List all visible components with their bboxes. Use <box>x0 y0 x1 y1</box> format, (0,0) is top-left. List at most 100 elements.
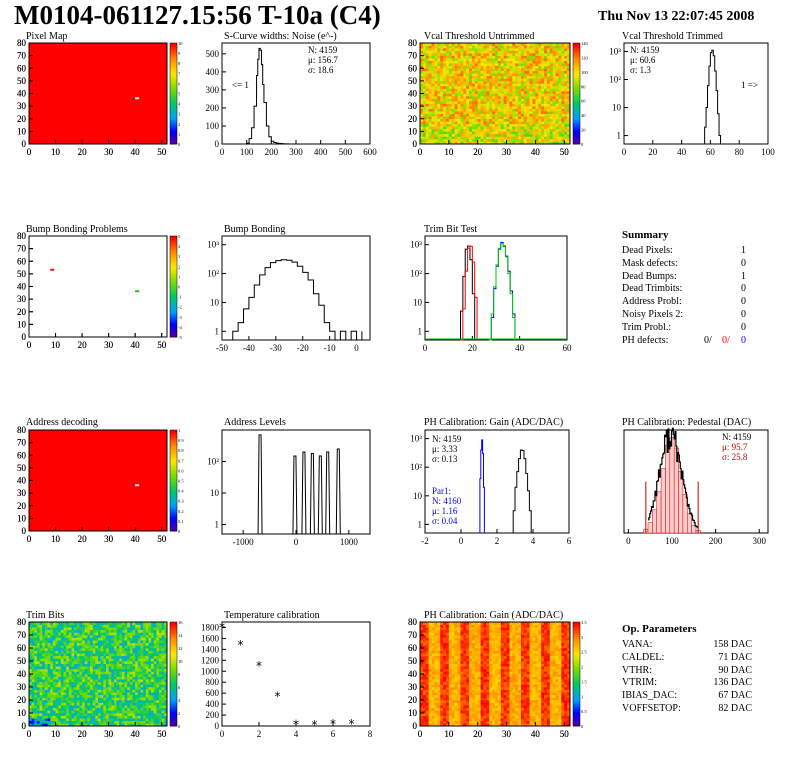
heatmap-cell <box>564 43 568 46</box>
heatmap-cell <box>105 637 109 641</box>
y-tick-label: 1400 <box>201 644 220 654</box>
colorbar-tick-label: 60 <box>581 99 586 104</box>
heatmap-cell <box>546 108 551 112</box>
heatmap-cell <box>76 702 80 706</box>
heatmap-cell <box>483 88 487 92</box>
heatmap-cell <box>463 85 467 89</box>
heatmap-cell <box>98 653 101 657</box>
heatmap-cell <box>466 45 470 49</box>
heatmap-cell <box>31 637 35 641</box>
heatmap-cell <box>74 653 78 657</box>
y-tick-label: 10 <box>413 491 423 501</box>
heatmap-cell <box>497 55 502 59</box>
heatmap-cell <box>437 45 441 49</box>
heatmap-cell <box>477 101 481 104</box>
colorbar-segment <box>170 262 177 265</box>
heatmap-cell <box>148 694 152 698</box>
y-tick-label: 30 <box>17 101 27 111</box>
heatmap-cell <box>71 692 75 696</box>
heatmap-cell <box>159 655 162 659</box>
heatmap-cell <box>500 43 504 46</box>
x-tick-label: 200 <box>265 147 279 157</box>
heatmap-cell <box>460 78 464 82</box>
heatmap-cell <box>39 648 43 651</box>
heatmap-cell <box>489 53 493 56</box>
heatmap-cell <box>34 627 38 631</box>
heatmap-cell <box>74 650 78 654</box>
heatmap-cell <box>474 63 478 67</box>
y-tick-label: 40 <box>17 476 27 486</box>
heatmap-cell <box>100 679 104 683</box>
heatmap-cell <box>422 68 427 72</box>
heatmap-cell <box>552 116 556 120</box>
heatmap-cell <box>34 653 38 657</box>
heatmap-cell <box>489 80 493 84</box>
heatmap-cell <box>116 668 120 672</box>
heatmap-cell <box>466 83 470 87</box>
heatmap-cell <box>500 58 504 61</box>
heatmap-cell <box>422 60 427 64</box>
heatmap-cell <box>111 692 115 696</box>
heatmap-cell <box>135 684 139 688</box>
heatmap-cell <box>127 655 131 659</box>
heatmap-cell <box>497 141 502 145</box>
colorbar-segment <box>170 628 177 631</box>
heatmap-cell <box>156 700 160 703</box>
heatmap-cell <box>454 70 458 74</box>
colorbar-segment <box>170 290 177 294</box>
heatmap-cell <box>66 692 70 696</box>
y-tick-label: 0 <box>215 139 220 149</box>
heatmap-cell <box>151 689 155 693</box>
heatmap-cell <box>153 679 157 683</box>
heatmap-cell <box>518 43 522 46</box>
heatmap-cell <box>44 648 48 651</box>
heatmap-cell <box>523 96 528 99</box>
heatmap-cell <box>561 131 565 135</box>
y-tick-label: 0 <box>413 139 418 149</box>
heatmap-cell <box>500 98 504 102</box>
heatmap-cell <box>497 108 502 112</box>
heatmap-cell <box>129 676 133 680</box>
heatmap-cell <box>113 694 117 698</box>
heatmap-cell <box>95 622 99 625</box>
heatmap-cell <box>79 668 83 672</box>
heatmap-cell <box>428 111 432 114</box>
heatmap-cell <box>425 53 429 56</box>
y-tick-label: 60 <box>17 256 27 266</box>
heatmap-cell <box>39 624 43 628</box>
heatmap-cell <box>555 60 559 64</box>
heatmap-cell <box>74 687 78 690</box>
heatmap-cell <box>520 123 525 127</box>
heatmap-cell <box>55 713 59 716</box>
heatmap-cell <box>36 676 40 680</box>
heatmap-cell <box>428 96 432 99</box>
heatmap-cell <box>451 50 455 54</box>
heatmap-cell <box>47 648 51 651</box>
heatmap-cell <box>156 713 160 716</box>
heatmap-cell <box>448 88 453 92</box>
heatmap-cell <box>129 642 133 646</box>
heatmap-cell <box>451 141 455 145</box>
heatmap-cell <box>71 624 75 628</box>
heatmap-cell <box>161 679 165 683</box>
x-tick-label: 10 <box>51 340 61 350</box>
heatmap-cell <box>500 48 504 51</box>
colorbar-segment <box>170 312 177 316</box>
heatmap-cell <box>497 103 502 107</box>
heatmap-cell <box>119 648 123 651</box>
heatmap-cell <box>538 118 542 122</box>
heatmap-cell <box>420 88 424 92</box>
colorbar-tick-label: 0.8 <box>178 448 184 453</box>
heatmap-cell <box>420 123 424 127</box>
heatmap-cell <box>422 83 427 87</box>
heatmap-cell <box>503 141 507 145</box>
colorbar-segment <box>170 270 177 273</box>
heatmap-cell <box>552 80 556 84</box>
heatmap-cell <box>135 666 139 670</box>
y-tick-label: 80 <box>17 38 27 48</box>
heatmap-cell <box>159 642 162 646</box>
heatmap-cell <box>503 98 507 102</box>
heatmap-cell <box>483 75 487 79</box>
y-tick-label: 0 <box>22 526 27 536</box>
heatmap-cell <box>156 655 160 659</box>
